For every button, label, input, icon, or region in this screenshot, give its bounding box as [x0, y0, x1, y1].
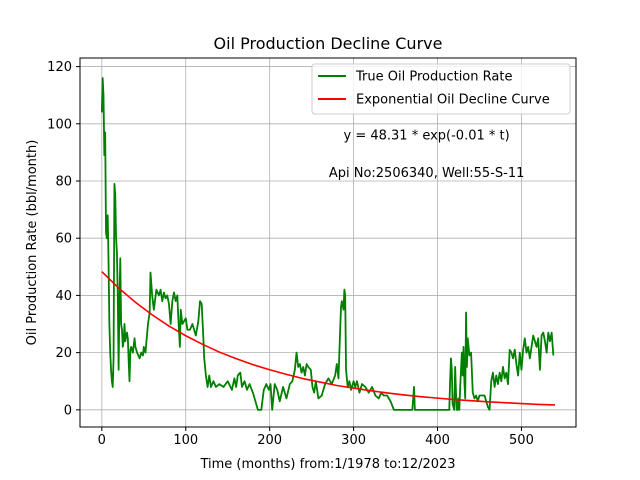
y-tick-label: 100 [47, 117, 72, 132]
y-tick-label: 120 [47, 60, 72, 75]
y-tick-label: 20 [55, 346, 72, 361]
x-tick-label: 0 [98, 433, 106, 448]
x-tick-label: 400 [425, 433, 450, 448]
chart-title: Oil Production Decline Curve [214, 34, 443, 53]
equation-annotation: y = 48.31 * exp(-0.01 * t) [344, 129, 510, 144]
plot-area [100, 77, 556, 411]
legend: True Oil Production Rate Exponential Oil… [311, 63, 571, 115]
x-tick-label: 500 [509, 433, 534, 448]
axes-frame [79, 57, 577, 428]
x-axis-label: Time (months) from:1/1978 to:12/2023 [199, 457, 455, 472]
y-tick-label: 80 [55, 175, 72, 190]
legend-label-true-rate: True Oil Production Rate [355, 70, 512, 85]
well-annotation: Api No:2506340, Well:55-S-11 [329, 166, 525, 181]
series-line-true-rate [100, 77, 555, 411]
legend-box [311, 63, 571, 115]
legend-label-exponential: Exponential Oil Decline Curve [356, 93, 550, 108]
y-tick-label: 60 [55, 232, 72, 247]
y-tick-label: 0 [64, 403, 72, 418]
y-axis-label: Oil Production Rate (bbl/month) [25, 140, 40, 346]
y-tick-label: 40 [55, 289, 72, 304]
x-tick-label: 200 [257, 433, 282, 448]
axis-ticks: 0 100 200 300 400 500 0 20 40 60 80 100 120 [47, 60, 534, 448]
x-tick-label: 300 [341, 433, 366, 448]
series-line-exponential [101, 271, 556, 406]
x-tick-label: 100 [173, 433, 198, 448]
